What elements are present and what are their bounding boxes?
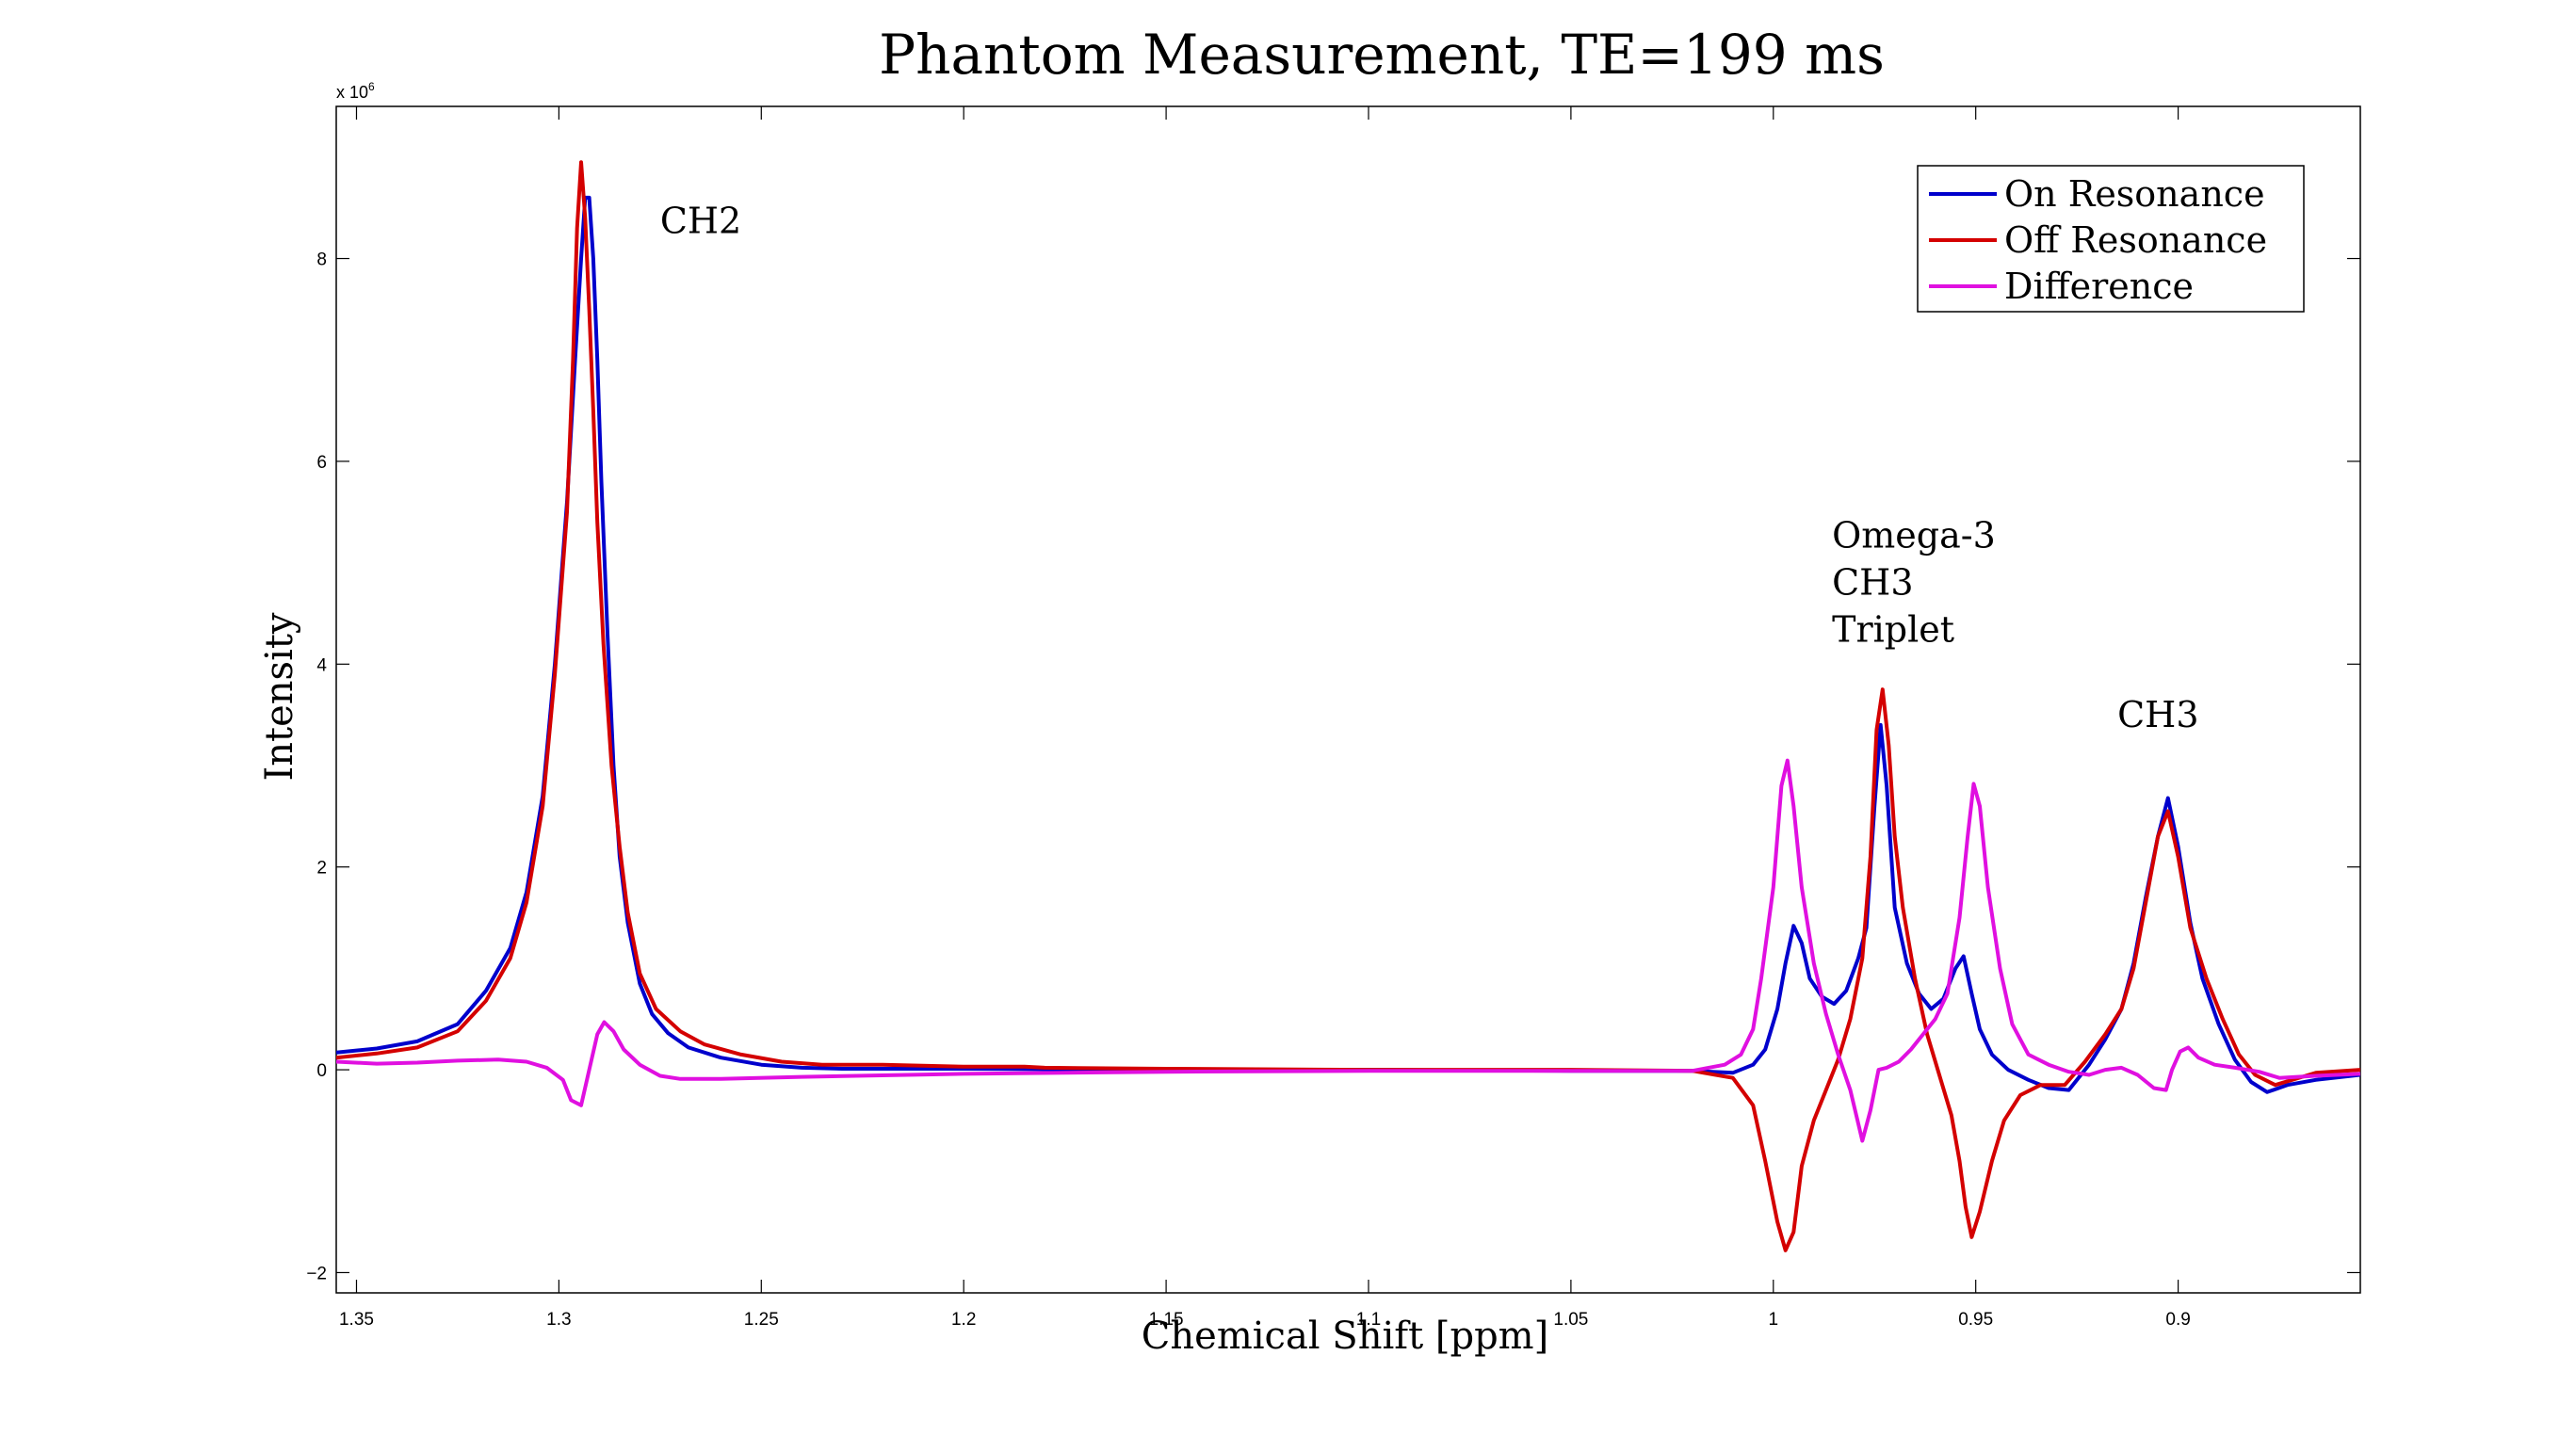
x-tick-label: 1.3: [546, 1310, 571, 1330]
y-tick-label: −2: [306, 1264, 327, 1283]
legend-label: Off Resonance: [2004, 219, 2267, 261]
y-axis-label: Intensity: [258, 612, 301, 781]
x-tick-label: 1.15: [1149, 1310, 1184, 1330]
annotation-label: CH2: [660, 201, 741, 242]
x-tick-label: 1.35: [339, 1310, 374, 1330]
series-line-on-resonance: [336, 195, 2360, 1094]
x-tick-label: 0.95: [1958, 1310, 1993, 1330]
annotation-label: CH3: [2117, 694, 2198, 735]
annotation-label: Triplet: [1832, 608, 1954, 650]
y-tick-label: 0: [316, 1061, 327, 1081]
annotation-label: Omega-3: [1832, 514, 1996, 556]
y-multiplier-exponent: 6: [368, 80, 375, 93]
x-tick-label: 0.9: [2165, 1310, 2190, 1330]
x-tick-label: 1.05: [1553, 1310, 1588, 1330]
plot-area: 1.35 1.3 1.25 1.2 1.15 1.1 1.05 1 0.95 0.9 −2 0 2 4 6 8…: [306, 105, 2361, 1330]
x-tick-label: 1: [1769, 1310, 1779, 1330]
y-tick-label: 8: [316, 250, 327, 270]
y-multiplier-base: x 10: [336, 83, 368, 102]
y-tick-label: 4: [316, 655, 327, 675]
x-axis-label: Chemical Shift [ppm]: [1142, 1315, 1548, 1358]
chart-title: Phantom Measurement, TE=199 ms: [879, 23, 1885, 87]
x-tick-label: 1.25: [744, 1310, 779, 1330]
y-tick-label: 6: [316, 453, 327, 473]
legend-label: On Resonance: [2004, 173, 2265, 215]
y-tick-label: 2: [316, 859, 327, 879]
axes-box: [335, 105, 2361, 1294]
series-line-off-resonance: [336, 160, 2360, 1252]
y-multiplier: x 106: [336, 80, 375, 102]
annotation-label: CH3: [1832, 561, 1913, 603]
series-line-difference: [336, 758, 2360, 1143]
legend-label: Difference: [2004, 266, 2194, 307]
x-tick-label: 1.2: [951, 1310, 976, 1330]
x-tick-label: 1.1: [1356, 1310, 1381, 1330]
